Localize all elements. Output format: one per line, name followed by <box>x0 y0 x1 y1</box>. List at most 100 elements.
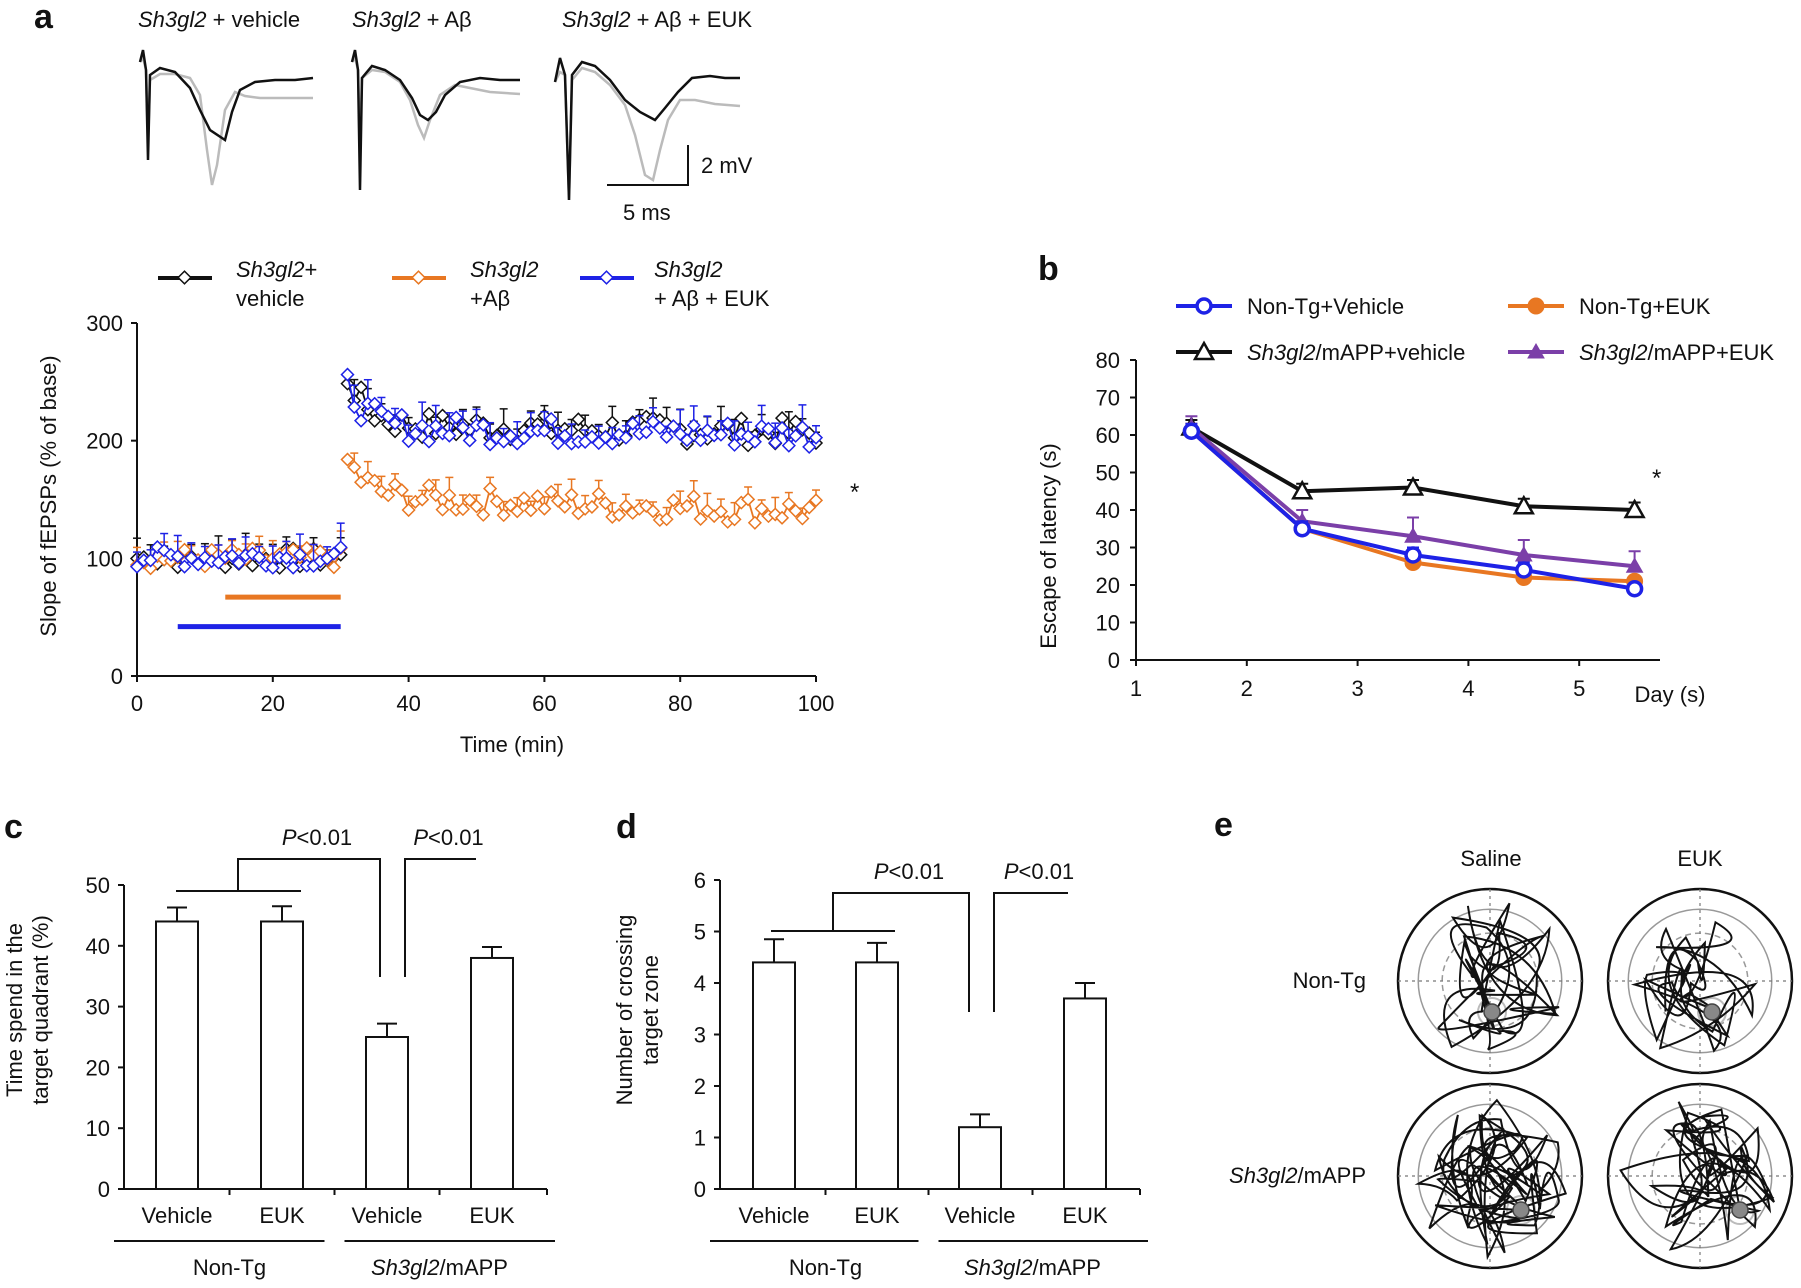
crossing-category-label-3: EUK <box>1062 1203 1108 1228</box>
crossing-pvalue-2-plain: <0.01 <box>1019 859 1075 884</box>
quadrant-bar-2 <box>365 1036 409 1190</box>
ltp-point-2-60 <box>537 423 552 438</box>
swim-path-panel: Saline EUK Non-Tg Sh3gl2/mAPP <box>1229 846 1794 1270</box>
ltp-point-2-88 <box>727 437 742 452</box>
ltp-point-1-43 <box>421 478 437 493</box>
ltp-point-1-63 <box>557 499 572 514</box>
latency-legend-marker-2 <box>1192 340 1216 361</box>
crossing-category-label-1: EUK <box>854 1203 900 1228</box>
ltp-point-2-93 <box>761 421 776 436</box>
ltp-legend-label-3-italic: Sh3gl2 <box>654 257 723 282</box>
ltp-point-2-39 <box>394 407 409 422</box>
scale-bar <box>607 145 689 186</box>
trace-title-1-rest: + vehicle <box>207 7 301 32</box>
ltp-point-2-24 <box>292 547 308 562</box>
crossing-y-tick-label-6: 6 <box>694 868 706 893</box>
trace-3-black <box>553 57 740 201</box>
crossing-category-label-2: Vehicle <box>945 1203 1016 1228</box>
quadrant-category-label-1: EUK <box>259 1203 305 1228</box>
ltp-y-tick-label-2: 200 <box>86 429 123 454</box>
quadrant-y-tick-label-0: 0 <box>98 1177 110 1202</box>
swim-row-nontg: Non-Tg <box>1293 968 1366 993</box>
ltp-point-1-42 <box>415 492 430 507</box>
ltp-point-2-97 <box>788 428 803 443</box>
ltp-point-1-35 <box>367 473 382 488</box>
ltp-legend-label-1b: vehicle <box>236 286 304 311</box>
ltp-series-black <box>129 376 824 575</box>
latency-legend-label-2-italic: Sh3gl2 <box>1247 340 1316 365</box>
quadrant-pvalue-2-plain: <0.01 <box>428 825 484 850</box>
ltp-point-2-15 <box>231 556 246 571</box>
ltp-legend: Sh3gl2+ vehicle Sh3gl2 +Aβ Sh3gl2 + Aβ +… <box>158 257 770 311</box>
latency-significance: * <box>1652 465 1661 492</box>
ltp-legend-marker-2 <box>411 270 426 285</box>
ltp-point-2-52 <box>483 437 498 452</box>
latency-legend-label-0-plain: Non-Tg+Vehicle <box>1247 294 1404 319</box>
ltp-point-1-36 <box>374 484 389 499</box>
latency-legend-label-2: Sh3gl2/mAPP+vehicle <box>1247 340 1465 365</box>
ltp-point-1-91 <box>747 515 762 530</box>
trace-title-2: Sh3gl2 + Aβ <box>352 7 472 32</box>
crossing-y-tick-label-1: 1 <box>694 1126 706 1151</box>
latency-point-0-3 <box>1515 561 1533 579</box>
crossing-pvalue-2: P<0.01 <box>1004 859 1074 884</box>
ltp-point-2-3 <box>150 539 165 555</box>
latency-x-axis-label: Day (s) <box>1635 682 1706 707</box>
ltp-legend-label-1: Sh3gl2+ <box>236 257 317 282</box>
ltp-x-tick-label-2: 40 <box>396 691 420 716</box>
quadrant-bar-1 <box>260 920 304 1190</box>
crossing-y-axis-label-2: target zone <box>638 955 663 1065</box>
ltp-point-1-51 <box>476 507 491 522</box>
ltp-point-2-6 <box>170 549 185 564</box>
ltp-point-2-100 <box>808 430 824 445</box>
panel-label-a: a <box>34 0 54 36</box>
quadrant-y-tick-label-2: 20 <box>86 1055 110 1080</box>
latency-legend-marker-3 <box>1527 342 1545 359</box>
quadrant-group-label-0: Non-Tg <box>193 1255 266 1280</box>
ltp-point-2-47 <box>449 410 464 425</box>
latency-legend-label-3-plain: /mAPP+EUK <box>1648 340 1775 365</box>
ltp-point-2-30 <box>333 540 348 555</box>
ltp-point-2-87 <box>720 416 735 431</box>
crossing-y-tick-label-3: 3 <box>694 1023 706 1048</box>
latency-legend-label-1-plain: Non-Tg+EUK <box>1579 294 1711 319</box>
ltp-point-2-51 <box>476 417 491 432</box>
swim-row-sh3gl2-rest: /mAPP <box>1298 1163 1366 1188</box>
ltp-point-2-33 <box>354 413 369 428</box>
trace-title-2-italic: Sh3gl2 <box>352 7 421 32</box>
ltp-point-2-79 <box>666 419 681 434</box>
ltp-point-1-58 <box>523 503 538 518</box>
trace-title-2-rest: + Aβ <box>421 7 472 32</box>
ltp-point-1-81 <box>679 498 695 513</box>
ltp-point-2-95 <box>774 420 790 435</box>
ltp-point-2-44 <box>428 418 443 433</box>
ltp-legend-label-1-rest: + <box>305 257 318 282</box>
ltp-point-0-33 <box>354 380 369 395</box>
latency-point-2-1 <box>1291 479 1314 500</box>
crossing-group-label-1-italic: Sh3gl2 <box>964 1255 1033 1280</box>
ltp-point-2-86 <box>713 427 729 442</box>
ltp-point-2-94 <box>768 435 783 450</box>
ltp-point-1-44 <box>428 487 443 503</box>
latency-y-tick-label-4: 40 <box>1096 498 1120 523</box>
ltp-point-0-89 <box>734 411 749 426</box>
ltp-point-1-45 <box>435 502 450 517</box>
ltp-legend-label-2b: +Aβ <box>470 286 510 311</box>
latency-y-tick-label-5: 50 <box>1096 461 1120 486</box>
crossing-bar-1 <box>855 961 899 1191</box>
ltp-point-2-18 <box>252 550 267 565</box>
ltp-point-2-31 <box>340 367 355 382</box>
ltp-point-2-14 <box>224 548 240 563</box>
ltp-point-2-71 <box>612 427 627 442</box>
crossing-pvalue-2-italic: P <box>1004 859 1019 884</box>
crossing-bar-0 <box>752 961 796 1191</box>
ltp-point-0-70 <box>605 415 620 430</box>
trace-title-1: Sh3gl2 + vehicle <box>138 7 300 32</box>
swim-pool-nontg-saline-path <box>1437 902 1560 1051</box>
latency-legend-marker-0 <box>1195 297 1213 315</box>
latency-point-0-4 <box>1625 580 1644 598</box>
ltp-point-1-46 <box>442 488 457 503</box>
ltp-point-1-95 <box>774 510 790 525</box>
crossing-y-tick-label-0: 0 <box>694 1177 706 1202</box>
ltp-legend-label-1-italic: Sh3gl2 <box>236 257 305 282</box>
